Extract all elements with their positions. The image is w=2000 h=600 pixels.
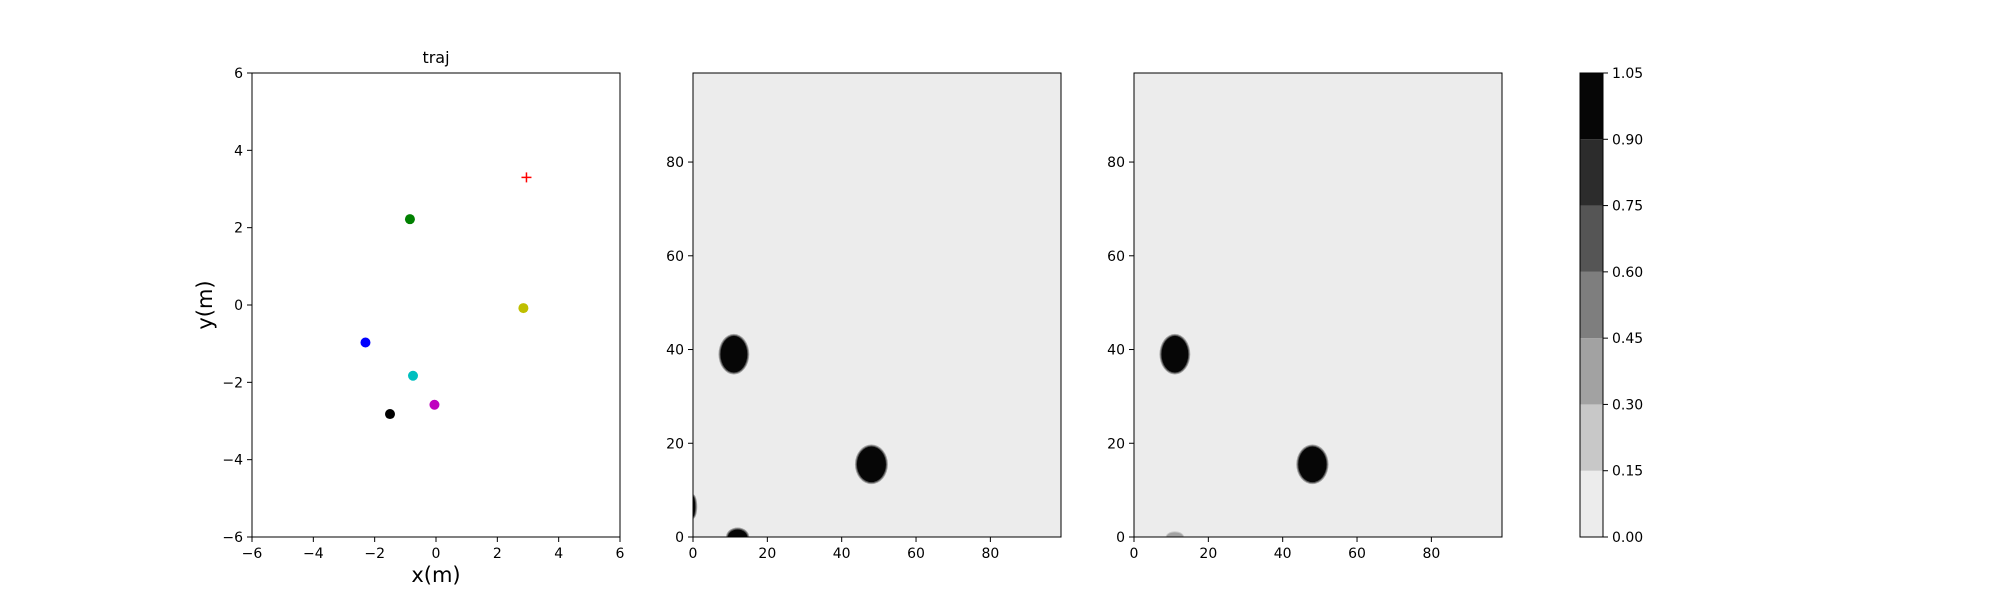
- trajectory-y-tick-label: 4: [234, 143, 243, 159]
- colorbar-level: [1580, 271, 1603, 339]
- map-2-x-tick-label: 60: [1348, 546, 1366, 562]
- trajectory-x-tick-label: −6: [242, 546, 263, 562]
- x-axis-label: x(m): [411, 563, 460, 587]
- colorbar-level: [1580, 205, 1603, 272]
- map-1-heatmap: [693, 73, 1061, 537]
- trajectory-points: [360, 172, 532, 420]
- colorbar-frame: [1579, 72, 1604, 538]
- map-1-y-tick-label: 40: [666, 343, 684, 359]
- map-1-x-tick-label: 80: [981, 546, 999, 562]
- goal-marker: [521, 172, 532, 183]
- trajectory-y-tick-label: −4: [222, 453, 243, 469]
- colorbar-tick-label: 0.15: [1612, 464, 1643, 480]
- agent-point: [429, 399, 440, 410]
- map-1-x-tick-label: 0: [689, 546, 698, 562]
- agent-point: [385, 409, 395, 420]
- map-1-y-tick-label: 0: [675, 530, 684, 546]
- agent-point: [360, 337, 371, 348]
- obstacle-blob: [725, 527, 750, 537]
- trajectory-x-tick-label: 0: [432, 546, 441, 562]
- map-2-y-tick-label: 20: [1107, 436, 1125, 452]
- map-2-y-tick-label: 40: [1107, 343, 1125, 359]
- map-1-x-ticks: 0 20 40 60 80: [689, 537, 999, 562]
- trajectory-plot-frame: [251, 72, 621, 538]
- y-axis-label: y(m): [193, 280, 217, 329]
- colorbar-level: [1580, 338, 1603, 405]
- trajectory-x-tick-label: 2: [493, 546, 502, 562]
- colorbar-tick-label: 1.05: [1612, 66, 1643, 82]
- colorbar-tick-label: 0.45: [1612, 331, 1643, 347]
- trajectory-y-tick-label: −2: [222, 375, 243, 391]
- colorbar-tick-label: 0.90: [1612, 132, 1643, 148]
- map-1-y-ticks: 0 20 40 60 80: [666, 155, 693, 546]
- map-2-x-ticks: 0 20 40 60 80: [1130, 537, 1440, 562]
- obstacle-blob: [1164, 530, 1186, 537]
- colorbar-tick-label: 0.30: [1612, 397, 1643, 413]
- map-2-x-tick-label: 40: [1274, 546, 1292, 562]
- map-panel-2: 0 20 40 60 80 0 20 40 60 80: [1107, 72, 1503, 562]
- colorbar-tick-label: 0.00: [1612, 530, 1643, 546]
- map-2-y-tick-label: 80: [1107, 155, 1125, 171]
- trajectory-x-tick-label: −2: [364, 546, 385, 562]
- agent-point: [404, 214, 415, 225]
- colorbar-level: [1580, 470, 1603, 537]
- trajectory-x-ticks: −6 −4 −2 0 2 4 6: [242, 537, 625, 562]
- colorbar-level: [1580, 404, 1603, 471]
- map-2-frame: [1133, 72, 1503, 538]
- trajectory-x-tick-label: −4: [303, 546, 324, 562]
- map-2-x-tick-label: 20: [1199, 546, 1217, 562]
- map-panel-1: 0 20 40 60 80 0 20 40 60 80: [666, 72, 1062, 562]
- map-1-x-tick-label: 40: [833, 546, 851, 562]
- trajectory-y-tick-label: 2: [234, 221, 243, 237]
- map-2-y-ticks: 0 20 40 60 80: [1107, 155, 1134, 546]
- map-2-y-tick-label: 60: [1107, 249, 1125, 265]
- trajectory-y-tick-label: −6: [222, 530, 243, 546]
- trajectory-x-tick-label: 4: [554, 546, 563, 562]
- colorbar-tick-label: 0.60: [1612, 265, 1643, 281]
- colorbar: 0.00 0.15 0.30 0.45 0.60 0.75 0.90 1.05: [1579, 66, 1643, 546]
- colorbar-ticks: 0.00 0.15 0.30 0.45 0.60 0.75 0.90 1.05: [1603, 66, 1643, 546]
- trajectory-x-tick-label: 6: [616, 546, 625, 562]
- map-2-x-tick-label: 0: [1130, 546, 1139, 562]
- colorbar-level: [1580, 73, 1603, 140]
- agent-point: [518, 303, 529, 314]
- obstacle-blob: [718, 333, 750, 375]
- map-1-y-tick-label: 60: [666, 249, 684, 265]
- trajectory-y-tick-label: 0: [234, 298, 243, 314]
- obstacle-blob: [1159, 333, 1191, 375]
- map-2-heatmap: [1134, 73, 1502, 537]
- colorbar-tick-label: 0.75: [1612, 199, 1643, 215]
- map-2-y-tick-label: 0: [1116, 530, 1125, 546]
- map-2-x-tick-label: 80: [1422, 546, 1440, 562]
- map-1-frame: [692, 72, 1062, 538]
- obstacle-blob: [1296, 444, 1329, 485]
- obstacle-blob: [693, 494, 698, 519]
- trajectory-panel: traj −6 −4 −2 0 2 4 6 −6 −4 −2 0 2 4 6 x(m) y(m): [193, 48, 625, 587]
- trajectory-y-tick-label: 6: [234, 66, 243, 82]
- map-1-x-tick-label: 20: [758, 546, 776, 562]
- trajectory-y-ticks: −6 −4 −2 0 2 4 6: [222, 66, 252, 546]
- map-1-y-tick-label: 20: [666, 436, 684, 452]
- colorbar-level: [1580, 139, 1603, 206]
- agent-point: [408, 370, 418, 381]
- map-1-x-tick-label: 60: [907, 546, 925, 562]
- obstacle-blob: [854, 444, 888, 485]
- colorbar-levels: [1580, 73, 1603, 537]
- map-1-y-tick-label: 80: [666, 155, 684, 171]
- trajectory-title: traj: [422, 48, 449, 67]
